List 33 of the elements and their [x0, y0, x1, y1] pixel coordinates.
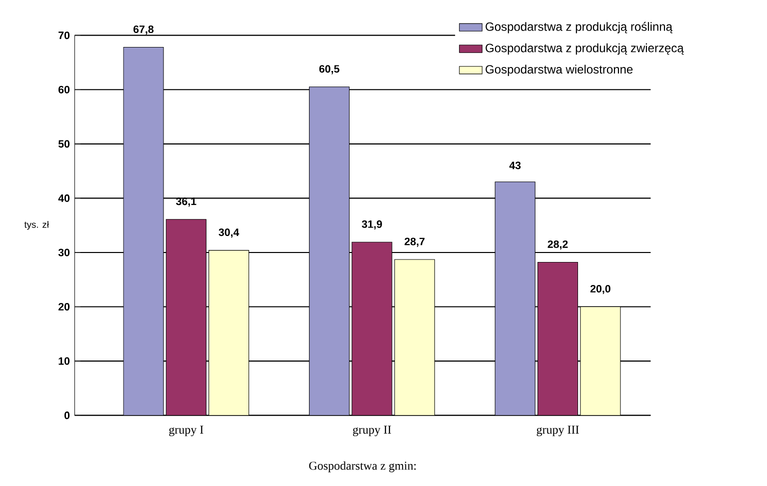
bar — [352, 242, 392, 416]
bar — [166, 219, 206, 416]
y-tick-label: 20 — [58, 302, 70, 311]
y-tick-label: 0 — [64, 412, 70, 420]
x-tick-label: grupy III — [536, 426, 579, 436]
legend-label: Gospodarstwa z produkcją roślinną — [486, 22, 672, 34]
y-tick-label: 40 — [58, 194, 70, 202]
y-tick-label: 10 — [58, 357, 70, 365]
data-label: 28,7 — [404, 238, 425, 247]
data-label: 43 — [509, 162, 521, 170]
bar — [537, 262, 578, 416]
bar — [494, 182, 536, 416]
bar — [580, 306, 621, 416]
legend-label: Gospodarstwa z produkcją zwierzęcą — [486, 43, 684, 55]
bar — [394, 260, 435, 416]
y-tick-label: 50 — [58, 140, 70, 148]
y-tick-label: 60 — [58, 86, 70, 94]
data-label: 28,2 — [548, 240, 568, 250]
data-label: 20,0 — [590, 284, 610, 294]
data-label: 67,8 — [134, 25, 154, 35]
x-tick-label: grupy II — [352, 426, 392, 436]
x-tick-label: grupy I — [169, 426, 204, 436]
data-label: 30,4 — [218, 228, 240, 238]
y-tick-label: 30 — [58, 248, 70, 256]
bar — [309, 86, 350, 416]
y-axis-title: tys. zł — [24, 220, 49, 230]
data-label: 60,5 — [319, 65, 340, 74]
bar — [123, 47, 164, 416]
data-label: 31,9 — [362, 220, 382, 230]
bar — [208, 250, 249, 416]
legend-label: Gospodarstwa wielostronne — [486, 64, 633, 76]
x-axis-title: Gospodarstwa z gmin: — [309, 461, 416, 472]
y-tick-label: 70 — [58, 32, 70, 40]
